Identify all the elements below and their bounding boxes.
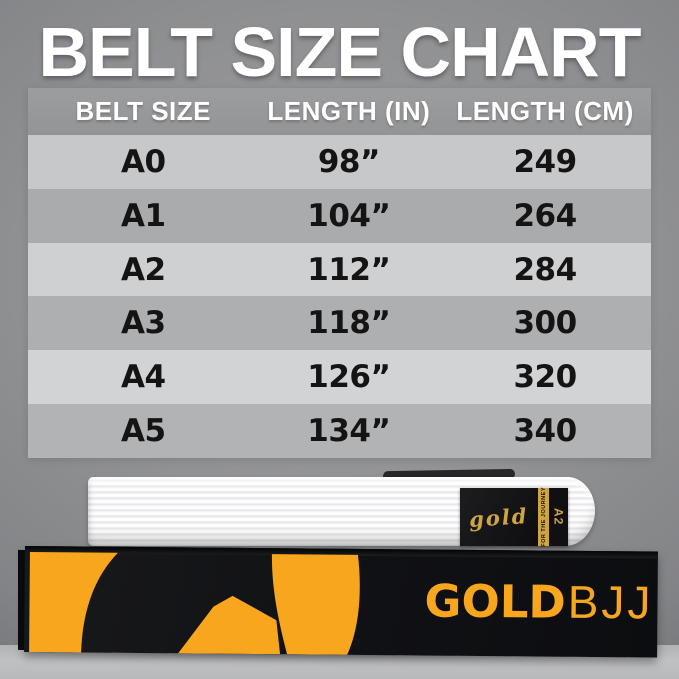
length-in-cell: 112” [307, 251, 391, 288]
journey-strip-text: FOR THE JOURNEY [540, 487, 547, 547]
header-cell-length-in: LENGTH (IN) [267, 96, 431, 126]
belt-size-cell: A5 [120, 413, 166, 450]
product-box: GOLDBJJ [24, 546, 658, 658]
table-header-row: BELT SIZE LENGTH (IN) LENGTH (CM) [28, 88, 651, 135]
length-cm-cell: 284 [513, 251, 577, 288]
belt-size-cell: A4 [120, 359, 166, 396]
brand-wordmark: GOLDBJJ [424, 573, 653, 629]
belt-size-cell: A1 [120, 197, 166, 234]
gold-script-logo: gold [468, 502, 530, 532]
table-row: A2 112” 284 [28, 242, 651, 297]
belt-size-cell: A3 [120, 305, 166, 342]
table-body: A0 98” 249 A1 104” 264 A2 112” 284 A3 11… [28, 135, 651, 458]
length-cm-cell: 249 [513, 143, 577, 180]
belt-size-table: BELT SIZE LENGTH (IN) LENGTH (CM) A0 98”… [28, 88, 651, 458]
length-in-cell: 98” [317, 143, 381, 180]
table-row: A3 118” 300 [28, 296, 651, 351]
table-row: A5 134” 340 [28, 404, 651, 458]
size-tag-text: A2 [551, 508, 566, 526]
length-cm-cell: 320 [513, 359, 577, 396]
brand-gold-text: GOLD [424, 574, 566, 629]
table-row: A1 104” 264 [28, 188, 651, 243]
length-in-cell: 134” [307, 413, 391, 450]
page-title: BELT SIZE CHART [38, 13, 641, 91]
header-cell-belt-size: BELT SIZE [75, 96, 211, 126]
belt-size-cell: A2 [120, 251, 166, 288]
length-cm-cell: 300 [513, 305, 577, 342]
journey-strip: FOR THE JOURNEY [538, 487, 549, 547]
length-in-cell: 126” [307, 359, 391, 396]
belt-label-main: gold [460, 488, 538, 546]
length-in-cell: 104” [307, 197, 391, 234]
header-cell-length-cm: LENGTH (CM) [456, 96, 634, 126]
table-row: A0 98” 249 [28, 135, 651, 189]
table-row: A4 126” 320 [28, 350, 651, 405]
length-in-cell: 118” [307, 305, 391, 342]
length-cm-cell: 264 [513, 197, 577, 234]
size-tag: A2 [549, 488, 568, 546]
length-cm-cell: 340 [513, 413, 577, 450]
belt-label: gold FOR THE JOURNEY A2 [460, 487, 568, 547]
brand-bjj-text: BJJ [567, 575, 654, 629]
belt-size-cell: A0 [120, 143, 166, 180]
gold-q-logo-icon [29, 552, 360, 655]
